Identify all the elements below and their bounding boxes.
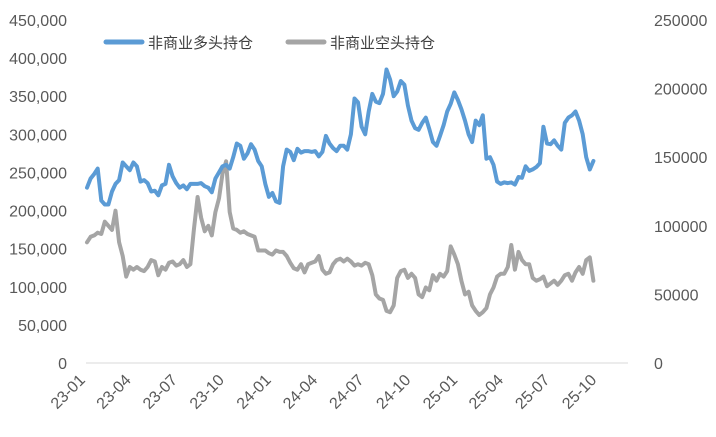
x-tick-label: 25-04 bbox=[466, 372, 507, 413]
right-tick-label: 0 bbox=[654, 356, 663, 373]
x-axis-ticks: 23-01 23-04 23-07 23-10 24-01 24-04 24-07 24-10… bbox=[48, 372, 600, 413]
left-tick-label: 250,000 bbox=[9, 165, 67, 182]
right-tick-label: 150000 bbox=[654, 150, 707, 167]
right-tick-label: 100000 bbox=[654, 219, 707, 236]
left-tick-label: 300,000 bbox=[9, 127, 67, 144]
left-tick-label: 0 bbox=[58, 356, 67, 373]
right-tick-label: 200000 bbox=[654, 82, 707, 99]
legend-label-long: 非商业多头持仓 bbox=[148, 34, 253, 52]
x-tick-label: 23-10 bbox=[187, 372, 228, 413]
left-tick-label: 400,000 bbox=[9, 51, 67, 68]
left-tick-label: 50,000 bbox=[18, 318, 67, 335]
x-tick-label: 23-07 bbox=[140, 372, 181, 413]
x-tick-label: 24-07 bbox=[327, 372, 368, 413]
left-tick-label: 450,000 bbox=[9, 13, 67, 30]
legend: 非商业多头持仓 非商业空头持仓 bbox=[103, 34, 435, 52]
x-tick-label: 23-04 bbox=[94, 372, 135, 413]
right-axis-ticks: 0 50000 100000 150000 200000 250000 bbox=[654, 13, 707, 373]
series-line-short bbox=[85, 159, 596, 317]
x-tick-label: 24-04 bbox=[280, 372, 321, 413]
left-tick-label: 350,000 bbox=[9, 89, 67, 106]
left-tick-label: 150,000 bbox=[9, 242, 67, 259]
x-tick-label: 23-01 bbox=[48, 372, 89, 413]
right-tick-label: 50000 bbox=[654, 287, 699, 304]
x-tick-label: 25-10 bbox=[559, 372, 600, 413]
x-tick-label: 25-07 bbox=[512, 372, 553, 413]
x-tick-label: 25-01 bbox=[420, 372, 461, 413]
left-tick-label: 100,000 bbox=[9, 280, 67, 297]
right-tick-label: 250000 bbox=[654, 13, 707, 30]
left-tick-label: 200,000 bbox=[9, 204, 67, 221]
x-tick-label: 24-01 bbox=[234, 372, 275, 413]
legend-label-short: 非商业空头持仓 bbox=[330, 34, 435, 52]
left-axis-ticks: 0 50,000 100,000 150,000 200,000 250,000 300,0… bbox=[9, 13, 67, 373]
x-tick-label: 24-10 bbox=[373, 372, 414, 413]
series-layer bbox=[85, 67, 596, 317]
series-line-long bbox=[85, 67, 596, 207]
